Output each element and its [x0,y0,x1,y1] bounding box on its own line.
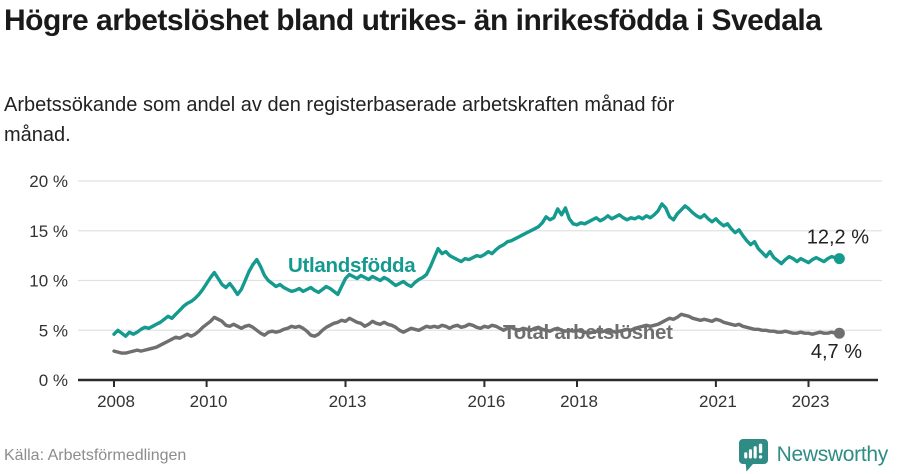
series-utlandsfodda-line [112,202,842,338]
newsworthy-logo[interactable]: Newsworthy [738,438,888,472]
x-tick-label: 2016 [467,392,505,411]
series-total-line [112,312,842,355]
x-tick-label: 2023 [792,392,830,411]
y-tick-label: 10 % [29,272,68,291]
series-total-end-dot [833,327,845,339]
x-tick-label: 2018 [560,392,598,411]
x-tick-label: 2010 [190,392,228,411]
x-tick-label: 2008 [97,392,135,411]
source-note: Källa: Arbetsförmedlingen [4,447,187,464]
series-total-label: Total arbetslöshet [503,321,673,344]
series-total-end-value: 4,7 % [811,341,862,363]
y-tick-label: 5 % [39,321,68,340]
line-chart: 0 % 5 % 10 % 15 % 20 % 2008 2010 2013 2016 2018 20… [29,172,882,411]
y-tick-label: 20 % [29,172,68,191]
series-utlandsfodda-end-value: 12,2 % [807,227,869,249]
y-tick-label: 0 % [39,371,68,390]
series-utlandsfodda-end-dot [833,253,845,265]
newsworthy-wordmark: Newsworthy [776,443,889,466]
y-tick-label: 15 % [29,222,68,241]
x-tick-label: 2021 [699,392,737,411]
series-utlandsfodda-label: Utlandsfödda [288,254,416,277]
newsworthy-icon [738,439,768,472]
x-tick-label: 2013 [329,392,367,411]
chart-subtitle: Arbetssökande som andel av den registerb… [4,94,675,146]
page-title: Högre arbetslöshet bland utrikes- än inr… [4,4,822,37]
